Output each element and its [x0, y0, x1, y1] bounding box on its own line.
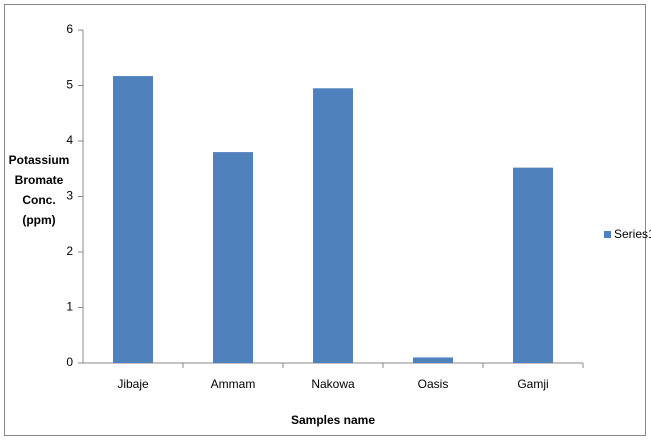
y-tick-label: 4 [66, 133, 73, 147]
y-tick-label: 5 [66, 78, 73, 92]
y-tick-label: 0 [66, 355, 73, 369]
y-tick-label: 3 [66, 189, 73, 203]
chart-border [4, 4, 646, 436]
bar [213, 152, 253, 363]
legend-swatch [604, 231, 611, 238]
bar [513, 167, 553, 363]
x-tick-label: Ammam [211, 377, 256, 391]
y-axis-label: Potassium Bromate Conc. (ppm) [8, 153, 70, 227]
y-tick-label: 2 [66, 244, 73, 258]
x-tick-label: Nakowa [311, 377, 355, 391]
y-tick-label: 1 [66, 300, 73, 314]
x-tick-label: Jibaje [117, 377, 149, 391]
bar [413, 357, 453, 363]
bar [313, 88, 353, 364]
x-tick-label: Oasis [418, 377, 449, 391]
y-tick-label: 6 [66, 22, 73, 36]
x-axis-label: Samples name [291, 413, 375, 427]
x-tick-label: Gamji [517, 377, 548, 391]
legend-label: Series1 [614, 227, 651, 241]
bar [113, 76, 153, 363]
